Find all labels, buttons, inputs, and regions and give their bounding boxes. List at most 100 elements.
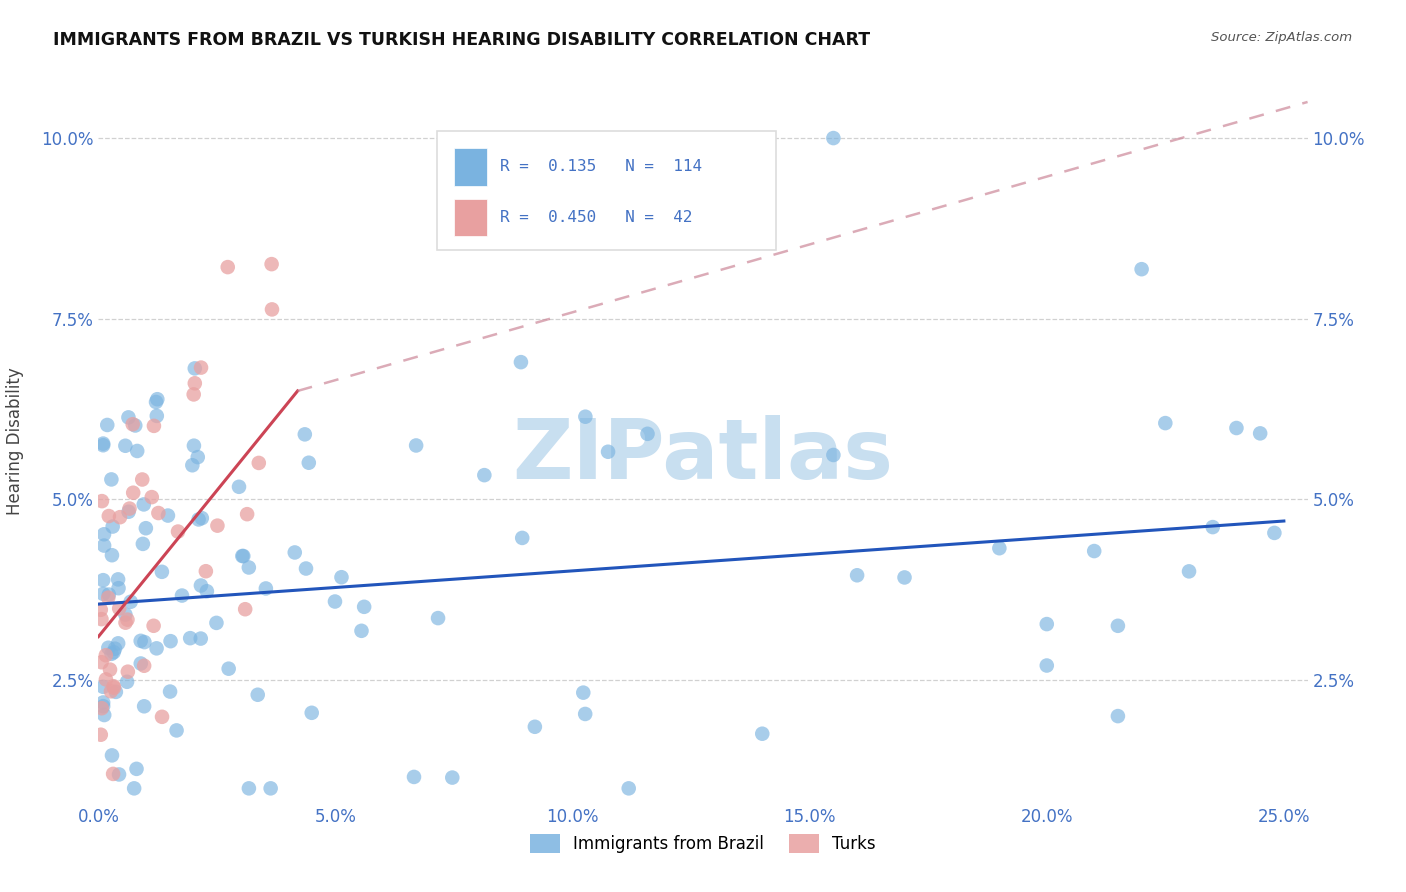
Point [617, 781, 640, 796]
Point [254, 582, 277, 596]
FancyBboxPatch shape [454, 148, 486, 186]
Point [574, 409, 596, 424]
Point [510, 355, 533, 369]
Point [142, 619, 165, 633]
Point [146, 409, 169, 423]
Point [751, 727, 773, 741]
Point [114, 607, 136, 622]
Point [637, 426, 659, 441]
Point [103, 681, 125, 695]
Point [232, 549, 254, 563]
Point [1036, 658, 1059, 673]
Point [284, 545, 307, 559]
Point [427, 611, 450, 625]
Point [117, 505, 139, 519]
Point [298, 456, 321, 470]
Point [231, 549, 253, 563]
Text: IMMIGRANTS FROM BRAZIL VS TURKISH HEARING DISABILITY CORRELATION CHART: IMMIGRANTS FROM BRAZIL VS TURKISH HEARIN… [53, 31, 870, 49]
Point [260, 257, 283, 271]
Point [207, 518, 229, 533]
Point [108, 767, 131, 781]
Point [114, 439, 136, 453]
Point [118, 501, 141, 516]
Point [146, 392, 169, 407]
Point [101, 767, 124, 781]
Point [183, 387, 205, 401]
Point [301, 706, 323, 720]
Point [90, 701, 112, 715]
Point [170, 589, 193, 603]
Point [94, 673, 117, 687]
Point [91, 696, 114, 710]
Point [1263, 525, 1285, 540]
Point [1107, 619, 1129, 633]
Point [134, 699, 156, 714]
Point [523, 720, 546, 734]
Point [190, 360, 212, 375]
Point [127, 444, 149, 458]
Point [122, 781, 145, 796]
Point [145, 641, 167, 656]
Point [91, 438, 114, 452]
Point [145, 395, 167, 409]
Point [93, 708, 115, 723]
Point [97, 588, 120, 602]
Point [238, 560, 260, 574]
Point [103, 645, 125, 659]
Point [1130, 262, 1153, 277]
Point [148, 506, 170, 520]
Legend: Immigrants from Brazil, Turks: Immigrants from Brazil, Turks [523, 827, 883, 860]
Point [117, 665, 139, 679]
Point [97, 509, 120, 524]
Point [159, 634, 181, 648]
Point [260, 302, 283, 317]
Point [846, 568, 869, 582]
Point [823, 448, 845, 462]
Point [190, 632, 212, 646]
Point [125, 762, 148, 776]
Point [236, 507, 259, 521]
Point [823, 131, 845, 145]
Point [101, 519, 124, 533]
Point [107, 636, 129, 650]
Point [195, 584, 218, 599]
Point [107, 573, 129, 587]
Point [184, 361, 207, 376]
Text: R =  0.135   N =  114: R = 0.135 N = 114 [501, 160, 702, 175]
Point [187, 450, 209, 464]
Point [132, 537, 155, 551]
Point [101, 548, 124, 562]
Point [167, 524, 190, 539]
Point [104, 685, 127, 699]
Point [135, 521, 157, 535]
Point [91, 680, 114, 694]
Point [246, 688, 269, 702]
Point [131, 473, 153, 487]
Point [91, 573, 114, 587]
Point [184, 376, 207, 391]
Text: Source: ZipAtlas.com: Source: ZipAtlas.com [1212, 31, 1353, 45]
Point [191, 511, 214, 525]
Point [108, 510, 131, 524]
Point [1249, 426, 1271, 441]
Point [402, 770, 425, 784]
Point [510, 531, 533, 545]
Point [1083, 544, 1105, 558]
Point [129, 657, 152, 671]
Point [96, 417, 118, 432]
Point [97, 591, 120, 605]
Point [294, 427, 316, 442]
Point [134, 635, 156, 649]
Point [107, 581, 129, 595]
Point [93, 527, 115, 541]
Point [330, 570, 353, 584]
Point [472, 468, 495, 483]
Point [100, 647, 122, 661]
Point [228, 480, 250, 494]
Point [122, 485, 145, 500]
Point [1036, 617, 1059, 632]
Point [108, 601, 131, 615]
Point [100, 472, 122, 486]
Point [142, 418, 165, 433]
Point [90, 494, 112, 508]
